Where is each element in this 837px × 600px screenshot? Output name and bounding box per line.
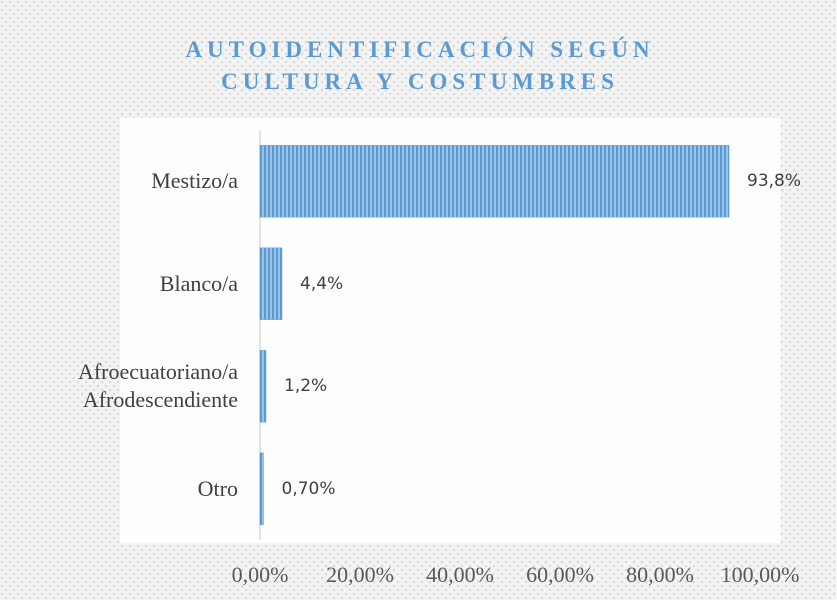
y-tick-label: Mestizo/a: [151, 168, 238, 194]
data-label: 1,2%: [284, 376, 328, 397]
x-tick-label: 40,00%: [426, 562, 494, 587]
x-tick-label: 80,00%: [626, 562, 694, 587]
bar: [259, 350, 267, 423]
x-tick-label: 60,00%: [526, 562, 594, 587]
y-tick-label: Blanco/a: [159, 270, 238, 296]
x-tick-label: 100,00%: [720, 562, 800, 587]
x-tick-label: 20,00%: [326, 562, 394, 587]
data-label: 0,70%: [281, 478, 336, 499]
x-tick-label: 0,00%: [231, 562, 289, 587]
bar: [259, 145, 730, 218]
data-label: 93,8%: [747, 171, 802, 192]
chart-title: AUTOIDENTIFICACIÓN SEGÚN CULTURA Y COSTU…: [185, 37, 655, 94]
data-label: 4,4%: [300, 273, 344, 294]
bar: [259, 247, 283, 320]
y-tick-label: Afroecuatoriano/a Afrodescendiente: [77, 359, 238, 413]
bar: [259, 452, 264, 525]
y-tick-label: Otro: [197, 475, 238, 501]
